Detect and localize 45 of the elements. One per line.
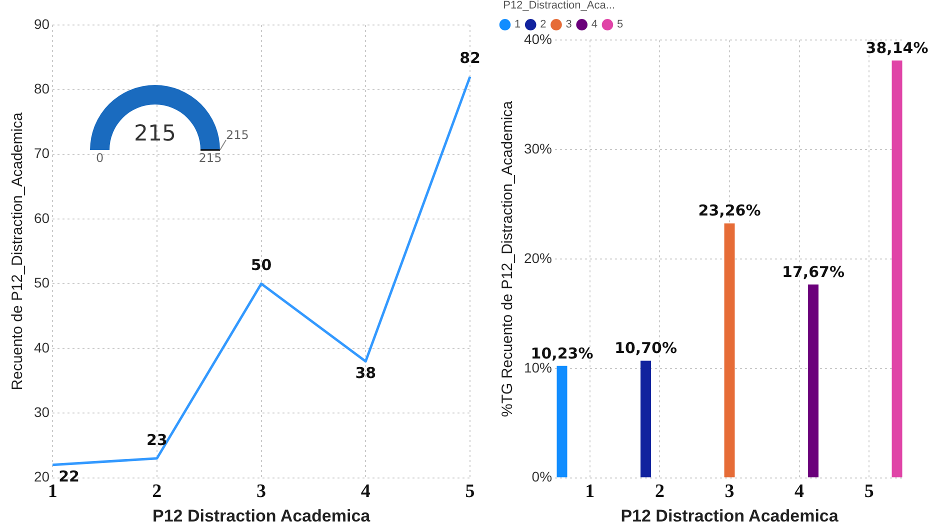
y-axis-title: %TG Recuento de P12_Distraction_Academica bbox=[499, 100, 516, 417]
y-tick-label: 60 bbox=[34, 210, 50, 226]
x-tick-label: 3 bbox=[724, 481, 734, 502]
data-label: 38 bbox=[355, 364, 376, 382]
y-tick-label: 50 bbox=[34, 274, 50, 291]
x-tick-label: 5 bbox=[465, 481, 475, 502]
y-tick-label: 70 bbox=[34, 145, 50, 162]
data-label: 82 bbox=[460, 49, 480, 68]
y-tick-label: 40% bbox=[524, 31, 552, 48]
data-label: 38,14% bbox=[866, 38, 928, 57]
annotation: 215 bbox=[198, 151, 222, 166]
data-label: 10,70% bbox=[614, 339, 677, 358]
y-tick-label: 20 bbox=[34, 468, 50, 485]
legend-label: 2 bbox=[540, 18, 546, 31]
x-tick-label: 3 bbox=[256, 481, 266, 502]
data-label: 215 bbox=[134, 122, 176, 147]
legend-label: 5 bbox=[616, 18, 624, 31]
y-tick-label: 80 bbox=[34, 80, 50, 97]
data-label: 22 bbox=[58, 467, 80, 486]
data-label: 50 bbox=[250, 256, 272, 274]
data-label: 23,26% bbox=[698, 202, 761, 220]
legend-label: 4 bbox=[591, 18, 598, 31]
x-tick-label: 1 bbox=[585, 481, 595, 502]
x-tick-label: 5 bbox=[864, 481, 874, 502]
annotation: 0 bbox=[96, 151, 104, 166]
annotation: 215 bbox=[226, 128, 249, 142]
y-tick-label: 0% bbox=[532, 468, 552, 485]
data-label: 17,67% bbox=[782, 262, 845, 281]
y-axis-title: Recuento de P12_Distraction_Academica bbox=[9, 112, 26, 390]
x-tick-label: 1 bbox=[48, 481, 58, 502]
y-tick-label: 30% bbox=[524, 140, 552, 156]
legend-title: P12_Distraction_Aca... bbox=[503, 0, 615, 12]
x-axis-title: P12 Distraction Academica bbox=[152, 506, 371, 526]
y-tick-label: 30 bbox=[34, 404, 50, 420]
x-axis-title: P12 Distraction Academica bbox=[620, 506, 839, 526]
y-tick-label: 90 bbox=[34, 16, 50, 32]
legend-label: 3 bbox=[566, 18, 572, 31]
x-tick-label: 2 bbox=[654, 481, 664, 502]
x-tick-label: 2 bbox=[152, 481, 162, 502]
y-tick-label: 20% bbox=[524, 250, 552, 266]
legend-label: 1 bbox=[514, 18, 521, 31]
data-label: 23 bbox=[146, 430, 168, 449]
x-tick-label: 4 bbox=[360, 481, 371, 502]
x-tick-label: 4 bbox=[794, 481, 805, 502]
y-tick-label: 40 bbox=[34, 339, 50, 356]
